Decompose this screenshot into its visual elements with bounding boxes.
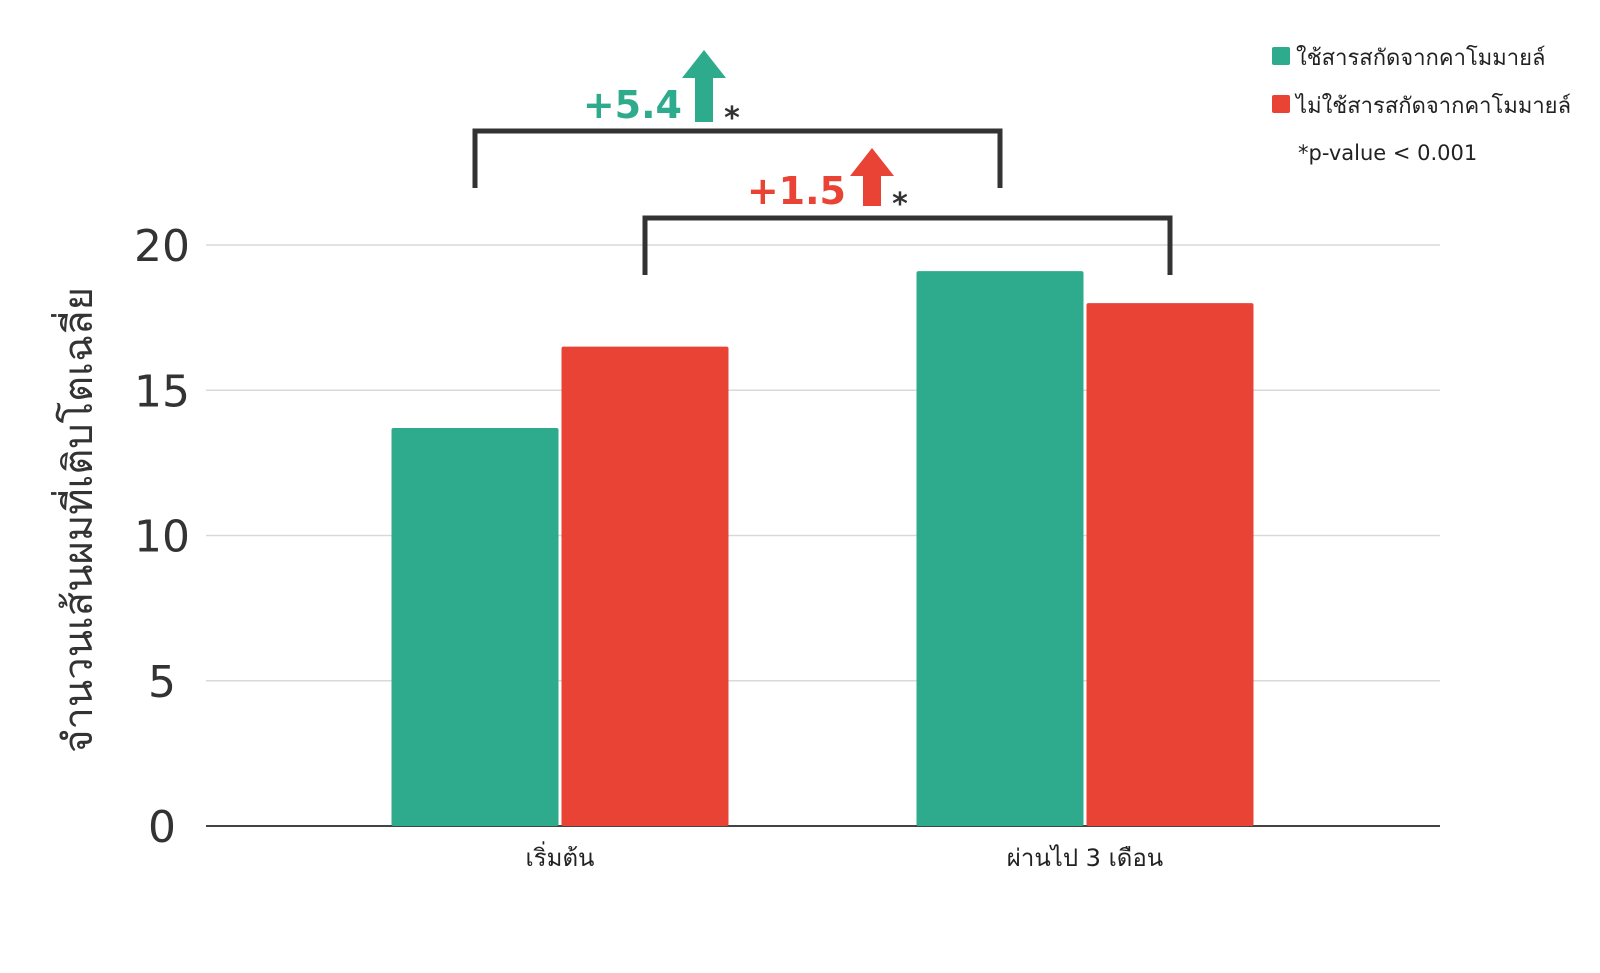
arrow-up-icon [682,50,726,122]
legend-label: ใช้สารสกัดจากคาโมมายล์ [1296,45,1546,71]
y-tick-label: 10 [134,512,190,563]
significance-star: * [724,101,740,136]
x-axis-ticks: เริ่มต้น ผ่านไป 3 เดือน [526,841,1164,872]
significance-star: * [892,187,908,222]
y-axis-label: จำนวนเส้นผมที่เติบโตเฉลี่ย [51,287,102,753]
significance-bracket [472,128,1003,188]
significance-bracket [642,215,1173,275]
bar-control-0 [561,346,729,826]
y-tick-label: 15 [134,366,190,417]
legend-label: ไม่ใช้สารสกัดจากคาโมมายล์ [1294,93,1571,119]
y-tick-label: 5 [148,657,176,708]
legend: ใช้สารสกัดจากคาโมมายล์ไม่ใช้สารสกัดจากคา… [1272,45,1571,119]
arrow-up-icon [850,148,894,206]
legend-swatch [1272,95,1290,113]
grid-lines [206,244,1440,827]
x-tick-label: เริ่มต้น [526,841,595,872]
bar-control-1 [1086,303,1254,827]
bar-treated-0 [391,428,559,826]
y-axis-ticks: 0 5 10 15 20 [134,221,190,853]
delta-label: +1.5 [747,169,846,213]
p-value-note: *p-value < 0.001 [1298,141,1477,165]
bar-treated-1 [916,271,1084,826]
y-tick-label: 20 [134,221,190,272]
significance-annotations: +5.4 *+1.5 * [472,50,1173,275]
y-tick-label: 0 [148,802,176,853]
delta-label: +5.4 [583,83,682,127]
legend-swatch [1272,47,1290,65]
x-tick-label: ผ่านไป 3 เดือน [1007,844,1163,872]
bars [391,271,1254,827]
